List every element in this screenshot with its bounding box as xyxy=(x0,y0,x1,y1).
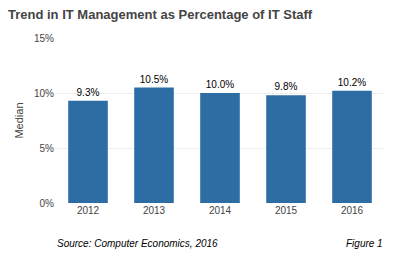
svg-text:9.8%: 9.8% xyxy=(275,81,298,92)
svg-text:2014: 2014 xyxy=(209,205,232,216)
svg-text:5%: 5% xyxy=(40,143,55,154)
svg-text:Median: Median xyxy=(13,102,25,138)
svg-text:2016: 2016 xyxy=(341,205,364,216)
svg-text:9.3%: 9.3% xyxy=(77,87,100,98)
svg-text:15%: 15% xyxy=(34,33,54,44)
svg-text:10.2%: 10.2% xyxy=(338,77,366,88)
svg-text:2012: 2012 xyxy=(77,205,100,216)
svg-text:10.0%: 10.0% xyxy=(206,79,234,90)
svg-text:10.5%: 10.5% xyxy=(140,74,168,85)
svg-text:Source: Computer Economics, 20: Source: Computer Economics, 2016 xyxy=(57,238,218,249)
svg-text:2013: 2013 xyxy=(143,205,166,216)
svg-text:Trend in IT Management as Perc: Trend in IT Management as Percentage of … xyxy=(8,7,313,22)
svg-text:2015: 2015 xyxy=(275,205,298,216)
svg-text:10%: 10% xyxy=(34,88,54,99)
svg-text:Figure 1: Figure 1 xyxy=(346,238,383,249)
svg-text:0%: 0% xyxy=(40,198,55,209)
